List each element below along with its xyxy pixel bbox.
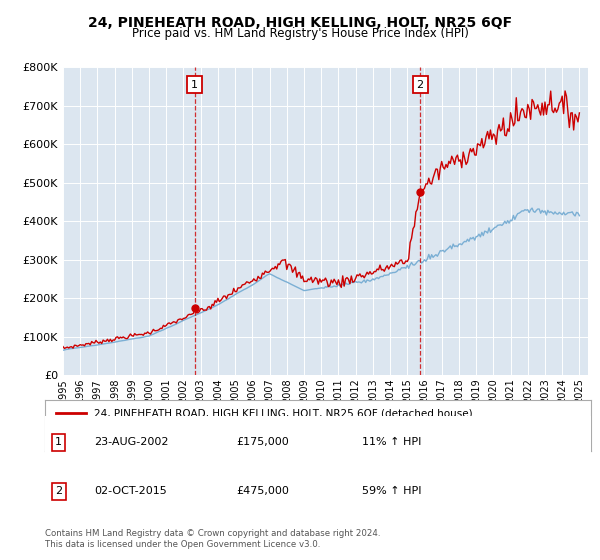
- Text: 02-OCT-2015: 02-OCT-2015: [94, 487, 167, 497]
- Text: 11% ↑ HPI: 11% ↑ HPI: [362, 437, 421, 447]
- Text: 1: 1: [55, 437, 62, 447]
- Text: 23-AUG-2002: 23-AUG-2002: [94, 437, 169, 447]
- Text: 2: 2: [55, 487, 62, 497]
- Text: 24, PINEHEATH ROAD, HIGH KELLING, HOLT, NR25 6QF: 24, PINEHEATH ROAD, HIGH KELLING, HOLT, …: [88, 16, 512, 30]
- Text: 2: 2: [416, 80, 424, 90]
- Text: Contains HM Land Registry data © Crown copyright and database right 2024.
This d: Contains HM Land Registry data © Crown c…: [45, 529, 380, 549]
- Text: 1: 1: [191, 80, 198, 90]
- Text: Price paid vs. HM Land Registry's House Price Index (HPI): Price paid vs. HM Land Registry's House …: [131, 27, 469, 40]
- Text: £475,000: £475,000: [236, 487, 289, 497]
- Text: £175,000: £175,000: [236, 437, 289, 447]
- Text: HPI: Average price, detached house, North Norfolk: HPI: Average price, detached house, Nort…: [94, 432, 357, 442]
- Text: 24, PINEHEATH ROAD, HIGH KELLING, HOLT, NR25 6QF (detached house): 24, PINEHEATH ROAD, HIGH KELLING, HOLT, …: [94, 408, 473, 418]
- Text: 59% ↑ HPI: 59% ↑ HPI: [362, 487, 421, 497]
